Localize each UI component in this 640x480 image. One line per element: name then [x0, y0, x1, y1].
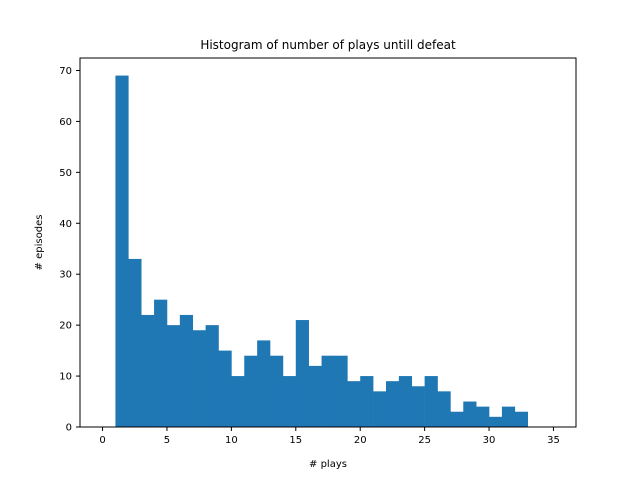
y-tick-label-2: 20 [59, 321, 72, 332]
histogram-bar-19 [360, 376, 374, 427]
histogram-bar-9 [231, 376, 245, 427]
histogram-bar-16 [321, 355, 335, 427]
histogram-bar-7 [205, 325, 219, 427]
bars-group [115, 75, 528, 428]
histogram-bar-3 [154, 299, 168, 427]
histogram-bar-12 [270, 355, 284, 427]
histogram-bar-11 [257, 340, 271, 427]
histogram-bar-31 [514, 411, 528, 427]
y-tick-label-1: 10 [59, 372, 72, 383]
histogram-bar-23 [411, 386, 425, 427]
chart-title: Histogram of number of plays untill defe… [200, 38, 456, 52]
y-axis-label: # episodes [34, 215, 45, 271]
histogram-bar-29 [489, 416, 503, 427]
histogram-bar-6 [192, 330, 206, 427]
histogram-bar-2 [141, 314, 155, 427]
y-tick-label-6: 60 [59, 117, 72, 128]
histogram-bar-27 [463, 401, 477, 427]
y-tick-label-7: 70 [59, 66, 72, 77]
histogram-bar-21 [385, 381, 400, 427]
histogram-bar-8 [218, 350, 232, 427]
y-axis-ticks: 0 10 20 30 40 50 60 70 [59, 66, 80, 434]
y-tick-label-0: 0 [66, 423, 72, 434]
x-tick-label-1: 5 [164, 435, 170, 446]
x-tick-label-5: 25 [418, 435, 431, 446]
histogram-bar-26 [450, 411, 464, 427]
x-tick-label-2: 10 [225, 435, 238, 446]
histogram-bar-22 [398, 376, 413, 427]
histogram-bar-15 [308, 365, 322, 427]
histogram-bar-18 [347, 381, 361, 427]
x-tick-label-6: 30 [483, 435, 496, 446]
histogram-bar-28 [476, 406, 490, 427]
y-tick-label-3: 30 [59, 270, 72, 281]
histogram-bar-20 [373, 391, 387, 427]
histogram-bar-30 [501, 406, 516, 427]
histogram-bar-5 [179, 314, 194, 427]
histogram-bar-4 [166, 325, 181, 427]
histogram-bar-13 [282, 376, 297, 427]
y-tick-label-5: 50 [59, 168, 72, 179]
x-tick-label-7: 35 [547, 435, 560, 446]
histogram-bar-17 [334, 355, 348, 427]
x-tick-label-3: 15 [289, 435, 302, 446]
y-tick-label-4: 40 [59, 219, 72, 230]
plot-frame [79, 57, 577, 428]
x-tick-label-4: 20 [354, 435, 367, 446]
histogram-bar-24 [424, 376, 438, 427]
x-axis-ticks: 0 5 10 15 20 25 30 35 [99, 427, 560, 446]
histogram-bar-1 [128, 258, 142, 427]
histogram-bar-10 [244, 355, 258, 427]
x-axis-label: # plays [309, 459, 347, 470]
histogram-bar-25 [437, 391, 451, 427]
histogram-bar-14 [295, 320, 309, 427]
histogram-bar-0 [115, 75, 129, 428]
x-tick-label-0: 0 [99, 435, 105, 446]
